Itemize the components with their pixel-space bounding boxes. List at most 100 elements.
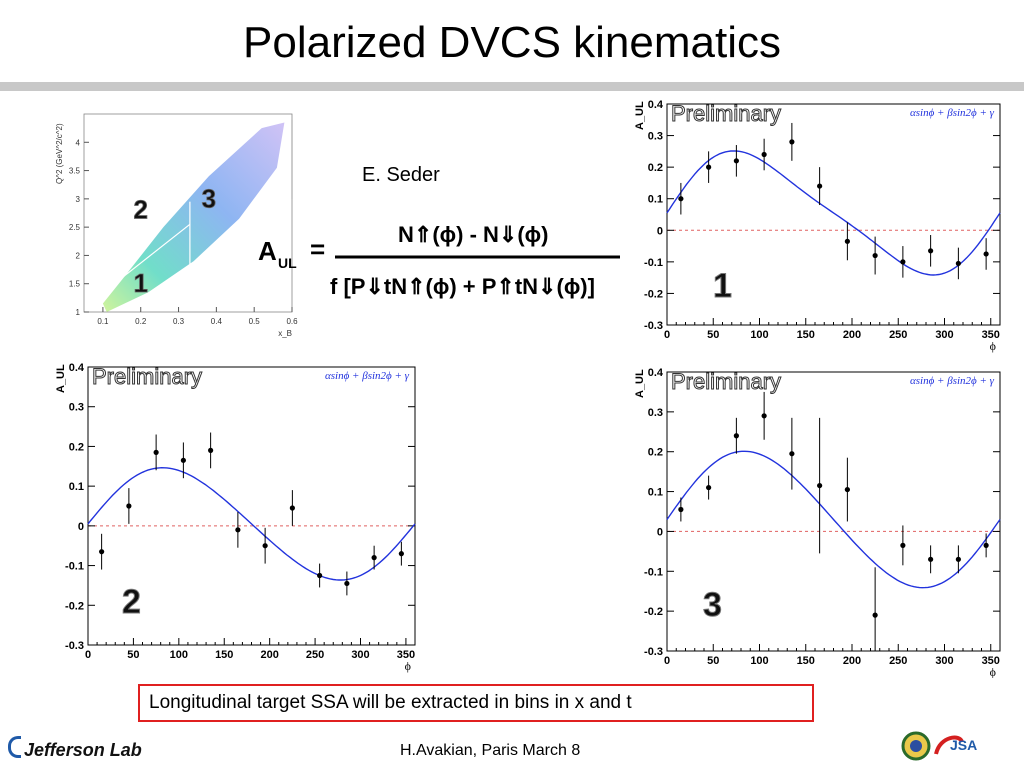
y-tick-label: -0.3	[644, 320, 663, 332]
data-point	[817, 183, 823, 189]
plot-frame	[666, 371, 1001, 652]
x-tick-label: 100	[170, 649, 188, 661]
x-tick-label: 0.4	[211, 317, 223, 326]
x-tick-label: 350	[982, 329, 1000, 341]
preliminary-label: Preliminary	[92, 364, 202, 389]
fit-formula-label: αsinϕ + βsin2ϕ + γ	[910, 107, 995, 119]
y-tick-label: -0.2	[644, 606, 663, 618]
y-tick-label: 3	[76, 195, 81, 204]
kinematics-scatter-plot: 0.1 0.2 0.3 0.4 0.5 0.6 1 1.5 2 2.5 3 3.5 4 x_B Q^2 (G…	[55, 113, 298, 338]
x-tick-label: 100	[750, 329, 768, 341]
y-tick-label: -0.3	[65, 640, 84, 652]
asymmetry-plot-bin3: -0.3 -0.2 -0.1 0 0.1 0.2 0.3 0.4 0 50 100 150 200 250…	[634, 367, 1001, 678]
x-tick-label: 300	[935, 655, 953, 667]
data-point	[955, 260, 961, 267]
x-tick-label: 0	[664, 655, 670, 667]
data-point	[371, 555, 377, 561]
data-point	[761, 413, 767, 419]
formula-equals: =	[310, 234, 325, 264]
asymmetry-plot-bin1: -0.3 -0.2 -0.1 0 0.1 0.2 0.3 0.4 0 50 100 150 200 250…	[634, 99, 1001, 353]
fit-curve	[666, 450, 1001, 589]
y-tick-label: -0.2	[644, 288, 663, 300]
y-tick-label: 2.5	[69, 223, 81, 232]
data-point	[983, 542, 989, 548]
y-axis-label: Q^2 (GeV^2/c^2)	[55, 123, 64, 184]
data-point	[398, 551, 404, 557]
data-point	[872, 252, 878, 259]
y-tick-label: 0.1	[69, 481, 84, 493]
asymmetry-formula: A UL = N⇑(ϕ) - N⇓(ϕ) f [P⇓tN⇑(ϕ) + P⇑tN⇓…	[258, 222, 620, 299]
data-point	[955, 556, 961, 562]
preliminary-label: Preliminary	[671, 101, 781, 126]
data-point	[344, 580, 350, 587]
x-axis-label: ϕ	[990, 665, 996, 678]
y-tick-label: 0.2	[69, 441, 84, 453]
bin-region-label: 2	[133, 195, 147, 225]
data-point	[126, 503, 132, 509]
kinematic-coverage-band	[102, 122, 285, 312]
x-tick-label: 150	[797, 655, 815, 667]
x-tick-label: 0.3	[173, 317, 185, 326]
round-seal-inner-icon	[910, 740, 922, 752]
y-tick-label: 0.4	[648, 367, 664, 379]
data-point	[733, 433, 739, 439]
data-point	[983, 251, 989, 257]
data-point	[153, 449, 159, 455]
x-tick-label: 350	[397, 649, 415, 661]
fit-formula-label: αsinϕ + βsin2ϕ + γ	[910, 375, 995, 387]
logo-arc-icon	[8, 736, 21, 758]
y-axis-label: A_UL	[634, 101, 646, 130]
y-tick-label: 0.3	[648, 131, 663, 143]
x-tick-label: 250	[306, 649, 324, 661]
y-tick-label: 0	[78, 521, 84, 533]
data-point	[872, 612, 878, 618]
x-tick-label: 0	[664, 329, 670, 341]
x-tick-label: 50	[707, 329, 719, 341]
data-point	[262, 543, 268, 549]
data-point	[817, 482, 823, 489]
data-point	[235, 527, 241, 533]
fit-curve	[666, 150, 1001, 276]
y-tick-label: 1.5	[69, 280, 81, 289]
bin-number-label: 1	[713, 267, 732, 305]
title-divider	[0, 82, 1024, 91]
x-tick-label: 150	[215, 649, 233, 661]
plot-frame	[87, 366, 416, 646]
bin-number-label: 2	[122, 583, 141, 621]
x-tick-label: 200	[260, 649, 278, 661]
partner-logos: JSA	[901, 731, 977, 761]
data-point	[789, 139, 795, 145]
y-tick-label: 0.4	[69, 362, 85, 374]
data-point	[99, 549, 105, 555]
data-point	[928, 556, 934, 562]
data-point	[789, 451, 795, 457]
data-point	[678, 506, 684, 513]
data-point	[761, 151, 767, 158]
formula-lhs: A	[258, 236, 277, 266]
x-tick-label: 300	[351, 649, 369, 661]
x-tick-label: 350	[982, 655, 1000, 667]
data-point	[180, 457, 186, 463]
formula-numerator: N⇑(ϕ) - N⇓(ϕ)	[398, 222, 548, 247]
y-tick-label: 0.3	[648, 407, 663, 419]
bin-boundary	[117, 223, 191, 282]
jefferson-lab-logo: Jefferson Lab	[8, 736, 142, 761]
formula-denominator: f [P⇓tN⇑(ϕ) + P⇑tN⇓(ϕ)]	[330, 274, 595, 299]
y-axis-label: A_UL	[55, 364, 67, 393]
y-tick-label: 0	[657, 225, 663, 237]
data-point	[678, 196, 684, 202]
x-tick-label: 250	[889, 329, 907, 341]
x-tick-label: 250	[889, 655, 907, 667]
x-tick-label: 0.6	[286, 317, 298, 326]
x-tick-label: 50	[707, 655, 719, 667]
data-point	[706, 484, 712, 491]
fit-formula-label: αsinϕ + βsin2ϕ + γ	[325, 370, 410, 382]
y-tick-label: -0.1	[644, 566, 663, 578]
bin-number-label: 3	[703, 586, 722, 624]
x-tick-label: 200	[843, 655, 861, 667]
x-tick-label: 50	[127, 649, 139, 661]
y-tick-label: 2	[76, 251, 81, 260]
slide-title: Polarized DVCS kinematics	[243, 18, 781, 67]
data-point	[706, 164, 712, 170]
data-point	[844, 238, 850, 244]
